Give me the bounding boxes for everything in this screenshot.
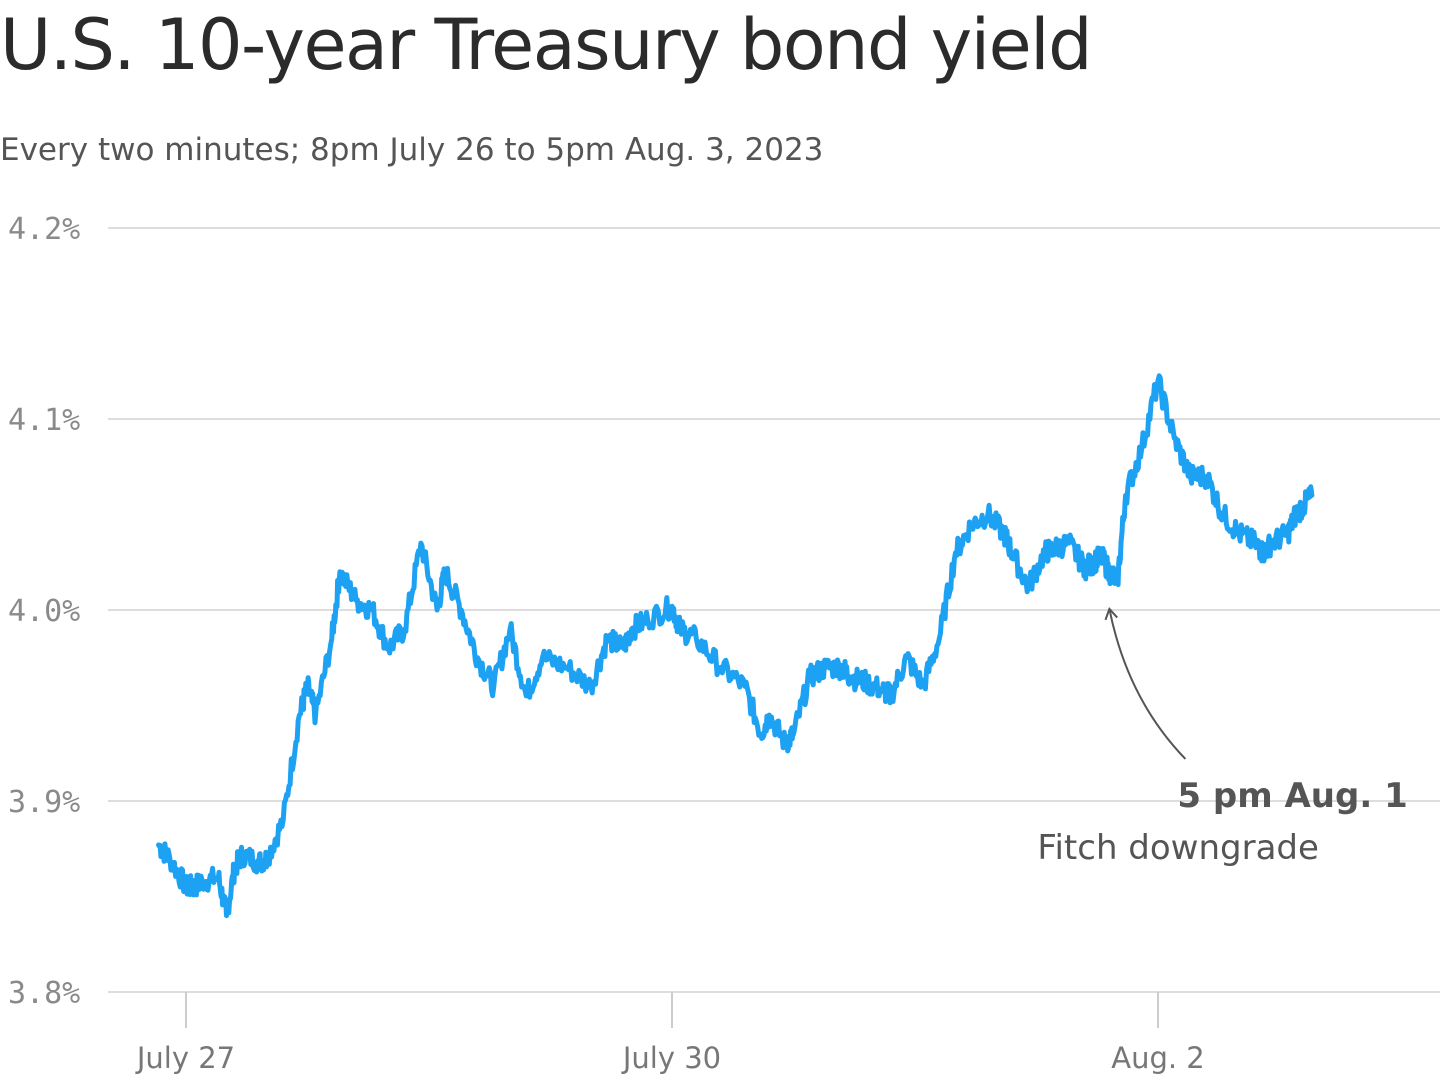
series-line [156, 373, 1315, 919]
y-axis: 4.2% 4.1% 4.0% 3.9% 3.8% [8, 212, 80, 1011]
x-axis: July 27 July 30 Aug. 2 [135, 992, 1205, 1075]
x-tick-label: Aug. 2 [1111, 1041, 1205, 1075]
x-tick-label: July 27 [135, 1041, 235, 1075]
chart-subtitle: Every two minutes; 8pm July 26 to 5pm Au… [0, 132, 824, 168]
y-tick-label: 4.0% [8, 594, 80, 629]
x-tick-label: July 30 [621, 1041, 721, 1075]
y-tick-label: 4.1% [8, 403, 80, 438]
grid-lines [108, 227, 1440, 993]
y-tick-label: 3.9% [8, 785, 80, 820]
annotation-arrow [1104, 606, 1187, 760]
y-tick-label: 3.8% [8, 976, 80, 1011]
annotation: 5 pm Aug. 1 Fitch downgrade [1037, 606, 1408, 868]
y-tick-label: 4.2% [8, 212, 80, 247]
annotation-label: Fitch downgrade [1037, 828, 1319, 868]
annotation-label-bold: 5 pm Aug. 1 [1177, 776, 1407, 816]
chart-title: U.S. 10-year Treasury bond yield [0, 4, 1093, 86]
